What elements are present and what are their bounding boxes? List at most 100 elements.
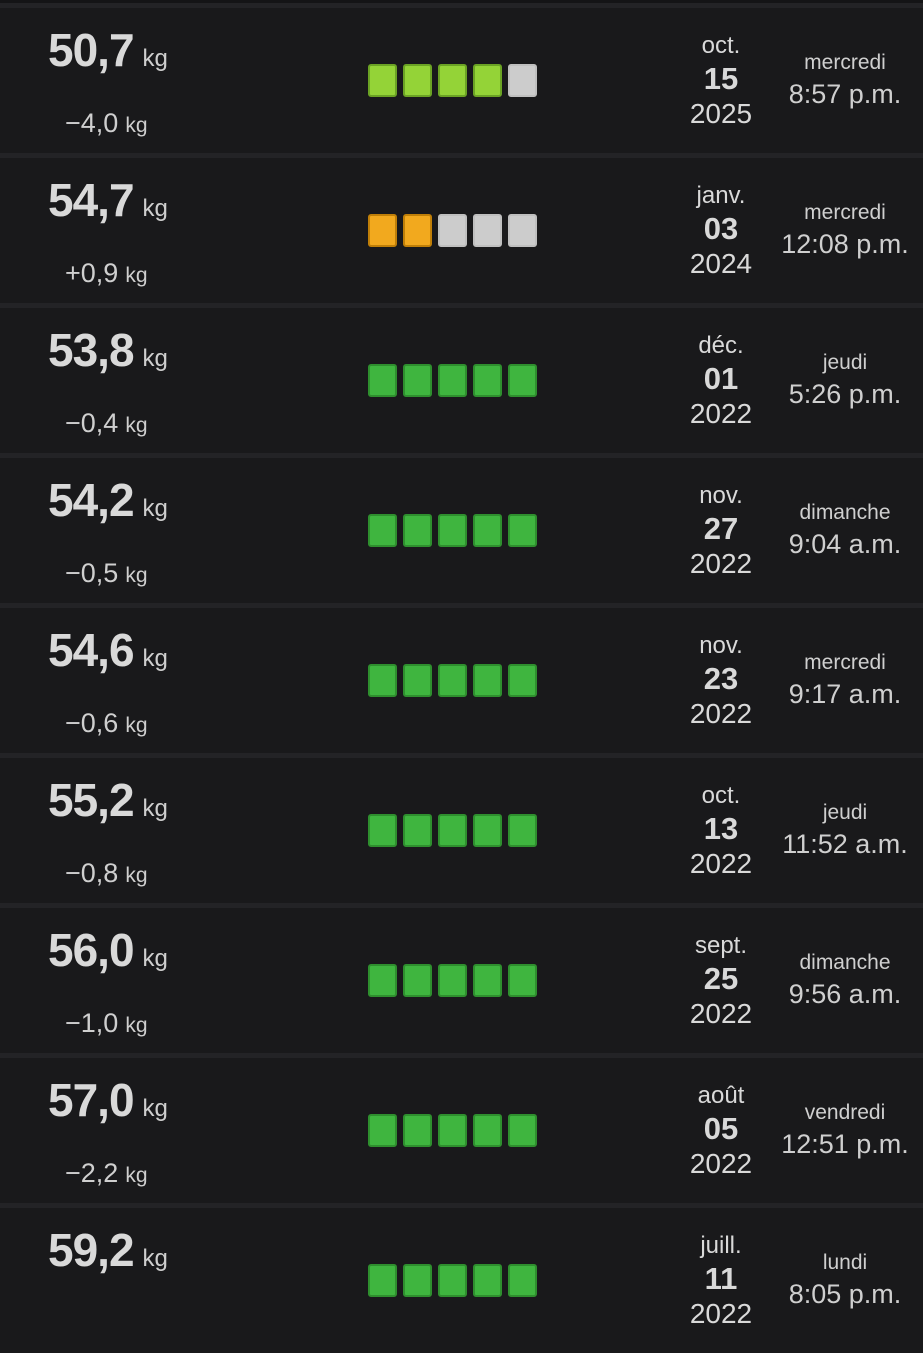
green-rating-square (368, 664, 397, 697)
green-rating-square (438, 514, 467, 547)
weight-entry-row[interactable]: 50,7 kg −4,0 kg oct. 15 2025 mercredi 8:… (0, 8, 923, 153)
weight-change-unit: kg (125, 1014, 148, 1037)
date-year: 2022 (689, 547, 753, 579)
weight-change-line: −0,8 kg (65, 858, 320, 889)
green-rating-square (403, 814, 432, 847)
date-year: 2022 (689, 847, 753, 879)
time-label: 9:04 a.m. (788, 529, 902, 559)
green-rating-square (403, 664, 432, 697)
weight-line: 54,7 kg (48, 176, 320, 225)
weekday-label: jeudi (822, 801, 868, 824)
daytime-block: jeudi 5:26 p.m. (781, 349, 923, 412)
date-day: 13 (703, 810, 739, 846)
time-label: 5:26 p.m. (788, 379, 902, 409)
weight-unit: kg (142, 945, 168, 972)
green-rating-square (438, 664, 467, 697)
weight-entry-row[interactable]: 56,0 kg −1,0 kg sept. 25 2022 dimanche 9… (0, 908, 923, 1053)
weight-change-line: +0,9 kg (65, 258, 320, 289)
green-rating-square (508, 364, 537, 397)
green-rating-square (368, 1264, 397, 1297)
green-rating-square (438, 814, 467, 847)
rating-squares (368, 664, 537, 697)
green-rating-square (438, 964, 467, 997)
weight-unit: kg (142, 1245, 168, 1272)
weight-column: 54,6 kg −0,6 kg (0, 608, 320, 753)
date-year: 2022 (689, 397, 753, 429)
weight-change-value: +0,9 (65, 258, 119, 288)
weight-unit: kg (142, 195, 168, 222)
weight-value: 50,7 (48, 24, 135, 76)
date-year: 2024 (689, 247, 753, 279)
rating-squares (368, 64, 537, 97)
time-label: 9:56 a.m. (788, 979, 902, 1009)
green-rating-square (508, 814, 537, 847)
weight-entry-row[interactable]: 59,2 kg juill. 11 2022 lundi 8:05 p.m. (0, 1208, 923, 1353)
date-year: 2022 (689, 1147, 753, 1179)
weight-change-value: −0,5 (65, 558, 119, 588)
weight-column: 53,8 kg −0,4 kg (0, 308, 320, 453)
green-rating-square (473, 1114, 502, 1147)
time-label: 8:05 p.m. (788, 1279, 902, 1309)
daytime-block: mercredi 8:57 p.m. (781, 49, 923, 112)
green-rating-square (368, 1114, 397, 1147)
daytime-block: lundi 8:05 p.m. (781, 1249, 923, 1312)
weight-column: 57,0 kg −2,2 kg (0, 1058, 320, 1203)
weight-line: 55,2 kg (48, 774, 320, 826)
green-rating-square (508, 1114, 537, 1147)
date-block: juill. 11 2022 (661, 1231, 781, 1331)
weight-change-value: −0,6 (65, 708, 119, 738)
weight-column: 56,0 kg −1,0 kg (0, 908, 320, 1053)
time-label: 12:51 p.m. (781, 1129, 909, 1159)
weight-entry-row[interactable]: 54,7 kg +0,9 kg janv. 03 2024 mercredi 1… (0, 158, 923, 303)
weekday-label: dimanche (799, 501, 891, 524)
date-day: 23 (703, 660, 739, 696)
gray-rating-square (473, 214, 502, 247)
green-rating-square (508, 1264, 537, 1297)
weight-line: 57,0 kg (48, 1076, 320, 1125)
weight-entry-row[interactable]: 54,6 kg −0,6 kg nov. 23 2022 mercredi 9:… (0, 608, 923, 753)
date-month: juill. (700, 1231, 742, 1259)
date-day: 27 (703, 510, 739, 546)
weight-line: 59,2 kg (48, 1224, 320, 1276)
daytime-block: mercredi 12:08 p.m. (781, 199, 923, 262)
weight-value: 59,2 (48, 1224, 135, 1276)
daytime-block: mercredi 9:17 a.m. (781, 649, 923, 712)
date-block: août 05 2022 (661, 1081, 781, 1181)
rating-squares (368, 514, 537, 547)
weight-entry-row[interactable]: 55,2 kg −0,8 kg oct. 13 2022 jeudi 11:52… (0, 758, 923, 903)
weight-line: 56,0 kg (48, 924, 320, 976)
green-rating-square (473, 514, 502, 547)
date-month: déc. (698, 331, 744, 359)
weight-unit: kg (142, 645, 168, 672)
green-rating-square (438, 1114, 467, 1147)
time-label: 8:57 p.m. (788, 79, 902, 109)
weight-change-unit: kg (125, 714, 148, 737)
weekday-label: mercredi (804, 651, 886, 674)
weight-unit: kg (142, 495, 168, 522)
weight-change-value: −0,8 (65, 858, 119, 888)
lime-rating-square (438, 64, 467, 97)
weight-column: 54,7 kg +0,9 kg (0, 158, 320, 303)
date-day: 05 (703, 1110, 739, 1146)
weight-entry-row[interactable]: 54,2 kg −0,5 kg nov. 27 2022 dimanche 9:… (0, 458, 923, 603)
green-rating-square (403, 964, 432, 997)
weekday-label: lundi (822, 1251, 868, 1274)
weight-entry-row[interactable]: 57,0 kg −2,2 kg août 05 2022 vendredi 12… (0, 1058, 923, 1203)
rating-squares (368, 214, 537, 247)
weight-change-unit: kg (125, 264, 148, 287)
weight-change-line: −1,0 kg (65, 1008, 320, 1039)
date-year: 2022 (689, 1297, 753, 1329)
time-label: 11:52 a.m. (782, 829, 908, 859)
green-rating-square (438, 1264, 467, 1297)
weight-column: 50,7 kg −4,0 kg (0, 8, 320, 153)
date-month: oct. (701, 781, 741, 809)
date-year: 2022 (689, 697, 753, 729)
gray-rating-square (438, 214, 467, 247)
weight-entry-row[interactable]: 53,8 kg −0,4 kg déc. 01 2022 jeudi 5:26 … (0, 308, 923, 453)
date-block: oct. 15 2025 (661, 31, 781, 131)
weight-value: 56,0 (48, 924, 135, 976)
weight-column: 59,2 kg (0, 1208, 320, 1353)
weight-value: 55,2 (48, 774, 135, 826)
daytime-block: dimanche 9:56 a.m. (781, 949, 923, 1012)
time-label: 12:08 p.m. (781, 229, 909, 259)
